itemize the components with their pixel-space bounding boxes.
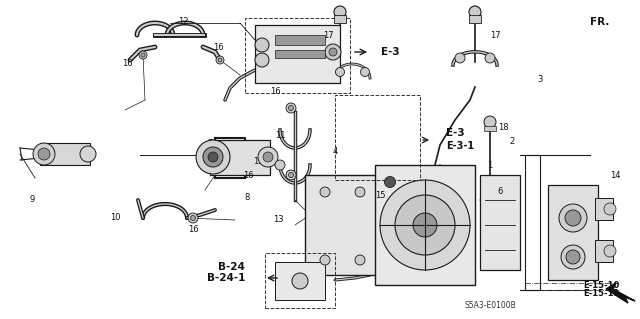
- Text: 16: 16: [122, 60, 132, 69]
- Bar: [255, 25, 340, 83]
- Circle shape: [263, 152, 273, 162]
- Text: 12: 12: [178, 18, 188, 26]
- Circle shape: [255, 38, 269, 52]
- Circle shape: [604, 203, 616, 215]
- Circle shape: [141, 53, 145, 57]
- Text: 17: 17: [490, 31, 500, 40]
- Text: 16: 16: [212, 43, 223, 53]
- Circle shape: [218, 58, 222, 62]
- Circle shape: [191, 216, 195, 220]
- Bar: [245, 18, 350, 93]
- Bar: [375, 165, 475, 285]
- Bar: [480, 175, 520, 270]
- Text: E-3: E-3: [445, 128, 464, 138]
- Bar: [275, 35, 325, 45]
- Text: 8: 8: [244, 194, 250, 203]
- Circle shape: [325, 44, 341, 60]
- Circle shape: [289, 173, 294, 177]
- Text: 5: 5: [454, 216, 460, 225]
- Text: 7: 7: [207, 138, 212, 147]
- Circle shape: [38, 148, 50, 160]
- Circle shape: [485, 53, 495, 63]
- Text: 4: 4: [332, 147, 338, 157]
- Text: B-24: B-24: [218, 262, 245, 272]
- Circle shape: [320, 255, 330, 265]
- Text: 6: 6: [497, 188, 502, 197]
- Circle shape: [334, 6, 346, 18]
- Text: 10: 10: [109, 213, 120, 222]
- Bar: [595, 240, 613, 262]
- Circle shape: [360, 68, 369, 77]
- Circle shape: [604, 245, 616, 257]
- Circle shape: [80, 146, 96, 162]
- Circle shape: [561, 245, 585, 269]
- Bar: [275, 262, 325, 300]
- Bar: [40, 143, 90, 165]
- Circle shape: [292, 273, 308, 289]
- Circle shape: [289, 106, 294, 110]
- Bar: [484, 126, 496, 131]
- Text: 13: 13: [273, 216, 284, 225]
- Text: 16: 16: [269, 87, 280, 97]
- Circle shape: [203, 147, 223, 167]
- Text: 9: 9: [29, 196, 35, 204]
- Text: 16: 16: [243, 170, 253, 180]
- Circle shape: [286, 170, 296, 180]
- Circle shape: [216, 56, 224, 64]
- Circle shape: [455, 53, 465, 63]
- Bar: [595, 198, 613, 220]
- Circle shape: [395, 195, 455, 255]
- Text: 3: 3: [538, 76, 543, 85]
- Text: E-3: E-3: [381, 47, 399, 57]
- Circle shape: [335, 68, 344, 77]
- Circle shape: [413, 213, 437, 237]
- Circle shape: [566, 250, 580, 264]
- Text: 16: 16: [188, 226, 198, 234]
- Circle shape: [286, 103, 296, 113]
- Text: FR.: FR.: [590, 17, 609, 27]
- Bar: [525, 155, 540, 290]
- Circle shape: [355, 255, 365, 265]
- Circle shape: [385, 176, 396, 188]
- Text: 13: 13: [253, 158, 263, 167]
- Circle shape: [565, 210, 581, 226]
- Text: 14: 14: [610, 170, 620, 180]
- Circle shape: [320, 187, 330, 197]
- Circle shape: [255, 53, 269, 67]
- Bar: [265, 253, 335, 308]
- Text: 18: 18: [498, 123, 508, 132]
- Circle shape: [355, 187, 365, 197]
- Circle shape: [559, 204, 587, 232]
- Circle shape: [139, 51, 147, 59]
- Circle shape: [329, 48, 337, 56]
- Circle shape: [188, 213, 198, 223]
- Circle shape: [380, 180, 470, 270]
- Circle shape: [469, 6, 481, 18]
- Text: B-24-1: B-24-1: [207, 273, 245, 283]
- Text: 1: 1: [488, 160, 493, 169]
- Text: E-15-11: E-15-11: [584, 290, 620, 299]
- Text: 2: 2: [509, 137, 515, 146]
- Bar: [305, 175, 380, 275]
- Text: S5A3-E0100B: S5A3-E0100B: [464, 300, 516, 309]
- Circle shape: [33, 143, 55, 165]
- Circle shape: [258, 147, 278, 167]
- Bar: [275, 50, 325, 58]
- Bar: [210, 140, 270, 175]
- Circle shape: [275, 160, 285, 170]
- Bar: [469, 15, 481, 23]
- Circle shape: [208, 152, 218, 162]
- Text: E-3-1: E-3-1: [446, 141, 474, 151]
- Text: 15: 15: [375, 190, 385, 199]
- Bar: [335, 95, 420, 180]
- Circle shape: [484, 116, 496, 128]
- Polygon shape: [606, 283, 635, 303]
- Text: E-15-10: E-15-10: [584, 281, 620, 291]
- Bar: [334, 15, 346, 23]
- Text: 17: 17: [323, 31, 333, 40]
- Bar: [548, 185, 598, 280]
- Text: 11: 11: [275, 130, 285, 139]
- Circle shape: [196, 140, 230, 174]
